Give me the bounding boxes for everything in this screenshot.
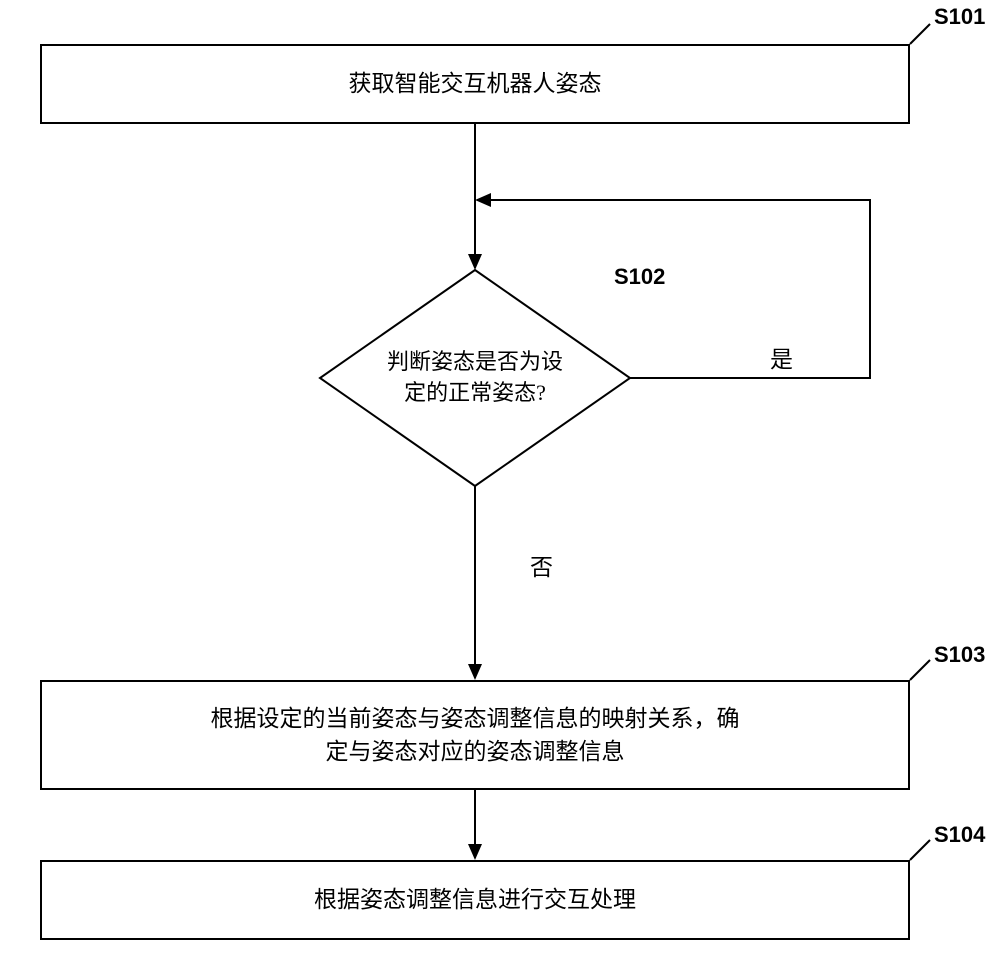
node-s102: 判断姿态是否为设 定的正常姿态? xyxy=(320,270,630,486)
leader-s101 xyxy=(910,24,930,44)
tag-s103: S103 xyxy=(934,642,985,668)
tag-s102: S102 xyxy=(614,264,665,290)
node-s101: 获取智能交互机器人姿态 xyxy=(40,44,910,124)
node-s103-text: 根据设定的当前姿态与姿态调整信息的映射关系，确 定与姿态对应的姿态调整信息 xyxy=(211,702,740,769)
node-s104: 根据姿态调整信息进行交互处理 xyxy=(40,860,910,940)
node-s104-text: 根据姿态调整信息进行交互处理 xyxy=(314,883,636,916)
node-s102-text-line2: 定的正常姿态? xyxy=(404,380,546,405)
node-s102-text: 判断姿态是否为设 定的正常姿态? xyxy=(355,347,595,409)
label-yes: 是 xyxy=(770,340,793,374)
leader-s103 xyxy=(910,660,930,680)
label-no: 否 xyxy=(530,548,553,582)
node-s103-text-line1: 根据设定的当前姿态与姿态调整信息的映射关系，确 xyxy=(211,706,740,731)
flowchart-canvas: 获取智能交互机器人姿态 S101 判断姿态是否为设 定的正常姿态? S102 是… xyxy=(0,0,1000,964)
node-s102-text-line1: 判断姿态是否为设 xyxy=(387,349,563,374)
node-s101-text: 获取智能交互机器人姿态 xyxy=(349,67,602,100)
tag-s104: S104 xyxy=(934,822,985,848)
node-s103-text-line2: 定与姿态对应的姿态调整信息 xyxy=(326,739,625,764)
tag-s101: S101 xyxy=(934,4,985,30)
leader-s104 xyxy=(910,840,930,860)
node-s103: 根据设定的当前姿态与姿态调整信息的映射关系，确 定与姿态对应的姿态调整信息 xyxy=(40,680,910,790)
